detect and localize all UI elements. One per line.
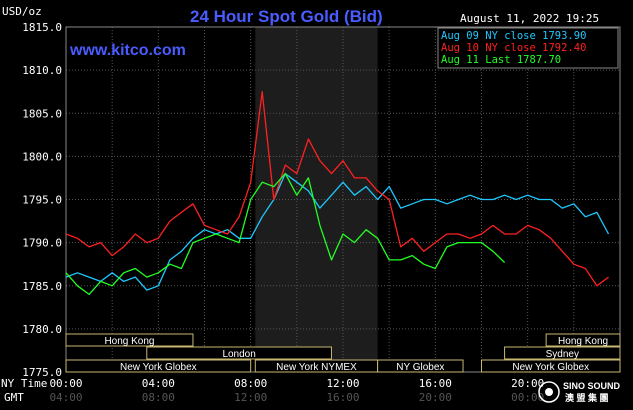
y-tick-label: 1780.0 bbox=[22, 323, 62, 336]
session-bar bbox=[65, 359, 252, 373]
y-tick-label: 1800.0 bbox=[22, 150, 62, 163]
session-label: Hong Kong bbox=[558, 336, 608, 347]
site-url: www.kitco.com bbox=[69, 42, 186, 59]
y-tick-label: 1815.0 bbox=[22, 21, 62, 34]
session-bar bbox=[481, 359, 621, 373]
timestamp: August 11, 2022 19:25 bbox=[460, 12, 599, 25]
legend-entry-aug11: Aug 11 Last 1787.70 bbox=[441, 54, 561, 66]
session-label: Hong Kong bbox=[104, 336, 154, 347]
x-tick-label-ny: 20:00 bbox=[511, 377, 544, 390]
session-bar bbox=[545, 333, 621, 347]
session-bar bbox=[504, 346, 621, 360]
session-bar bbox=[65, 333, 194, 347]
y-tick-label: 1810.0 bbox=[22, 64, 62, 77]
session-label: Sydney bbox=[546, 349, 579, 360]
y-tick-label: 1790.0 bbox=[22, 237, 62, 250]
x-tick-label-gmt: 00:00 bbox=[511, 391, 544, 404]
y-tick-label: 1785.0 bbox=[22, 280, 62, 293]
x-tick-label-gmt: 16:00 bbox=[326, 391, 359, 404]
x-tick-label-gmt: 08:00 bbox=[142, 391, 175, 404]
x-tick-label-ny: 12:00 bbox=[326, 377, 359, 390]
x-tick-label-ny: 04:00 bbox=[142, 377, 175, 390]
legend-entry-aug10: Aug 10 NY close 1792.40 bbox=[441, 42, 586, 54]
session-bar bbox=[146, 346, 332, 360]
y-tick-label: 1775.0 bbox=[22, 366, 62, 379]
series-line-0 bbox=[65, 172, 610, 291]
y-axis-label: USD/oz bbox=[2, 5, 42, 18]
x-axis-label-gmt: GMT bbox=[4, 391, 24, 404]
session-label: London bbox=[222, 349, 255, 360]
grid bbox=[65, 26, 621, 373]
x-tick-label-gmt: 12:00 bbox=[234, 391, 267, 404]
watermark-logo: SINO SOUND 澳 盟 集 團 bbox=[538, 381, 621, 403]
series-line-1 bbox=[65, 91, 609, 287]
session-label: New York Globex bbox=[120, 362, 197, 373]
watermark-chinese: 澳 盟 集 團 bbox=[565, 392, 609, 403]
x-axis-label-ny: NY Time bbox=[1, 377, 47, 390]
chart-title: 24 Hour Spot Gold (Bid) bbox=[190, 7, 383, 26]
x-tick-label-gmt: 20:00 bbox=[419, 391, 452, 404]
x-tick-label-ny: 08:00 bbox=[234, 377, 267, 390]
x-tick-label-gmt: 04:00 bbox=[49, 391, 82, 404]
x-tick-label-ny: 00:00 bbox=[49, 377, 82, 390]
y-tick-label: 1805.0 bbox=[22, 107, 62, 120]
legend-entry-aug09: Aug 09 NY close 1793.90 bbox=[441, 30, 586, 42]
legend-box bbox=[437, 27, 619, 69]
watermark-text: SINO SOUND bbox=[563, 381, 621, 391]
x-tick-label-ny: 16:00 bbox=[419, 377, 452, 390]
session-label: NY Globex bbox=[396, 362, 444, 373]
session-label: New York Globex bbox=[512, 362, 589, 373]
series-line-2 bbox=[65, 172, 506, 296]
session-bar bbox=[377, 359, 464, 373]
session-label: New York NYMEX bbox=[276, 362, 357, 373]
y-tick-label: 1795.0 bbox=[22, 194, 62, 207]
